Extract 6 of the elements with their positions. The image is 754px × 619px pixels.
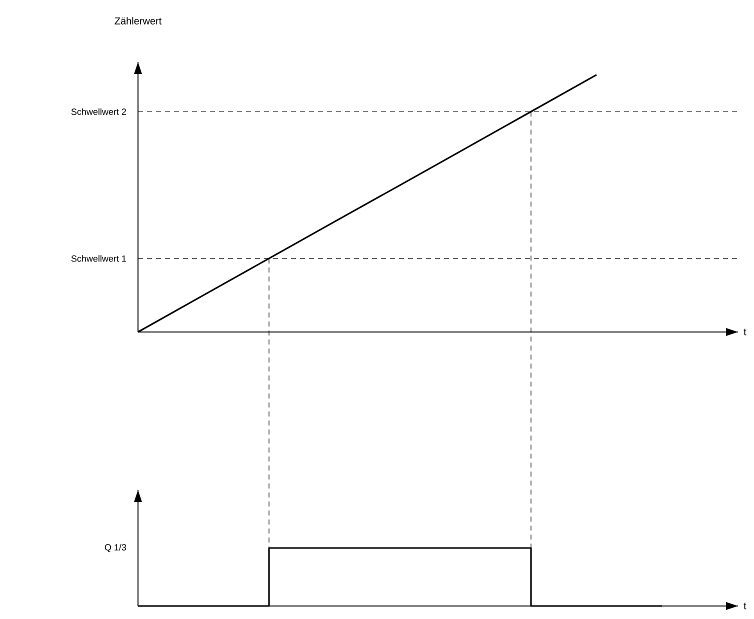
ref-line-label: Schwellwert 2: [71, 108, 126, 115]
x-axis-title: t: [744, 602, 746, 610]
x-axis-title: t: [744, 328, 746, 336]
text: Q 1/3: [104, 544, 126, 552]
ref-line-label: Schwellwert 1: [71, 255, 126, 262]
y-axis-title: Zählerwert: [114, 17, 162, 24]
